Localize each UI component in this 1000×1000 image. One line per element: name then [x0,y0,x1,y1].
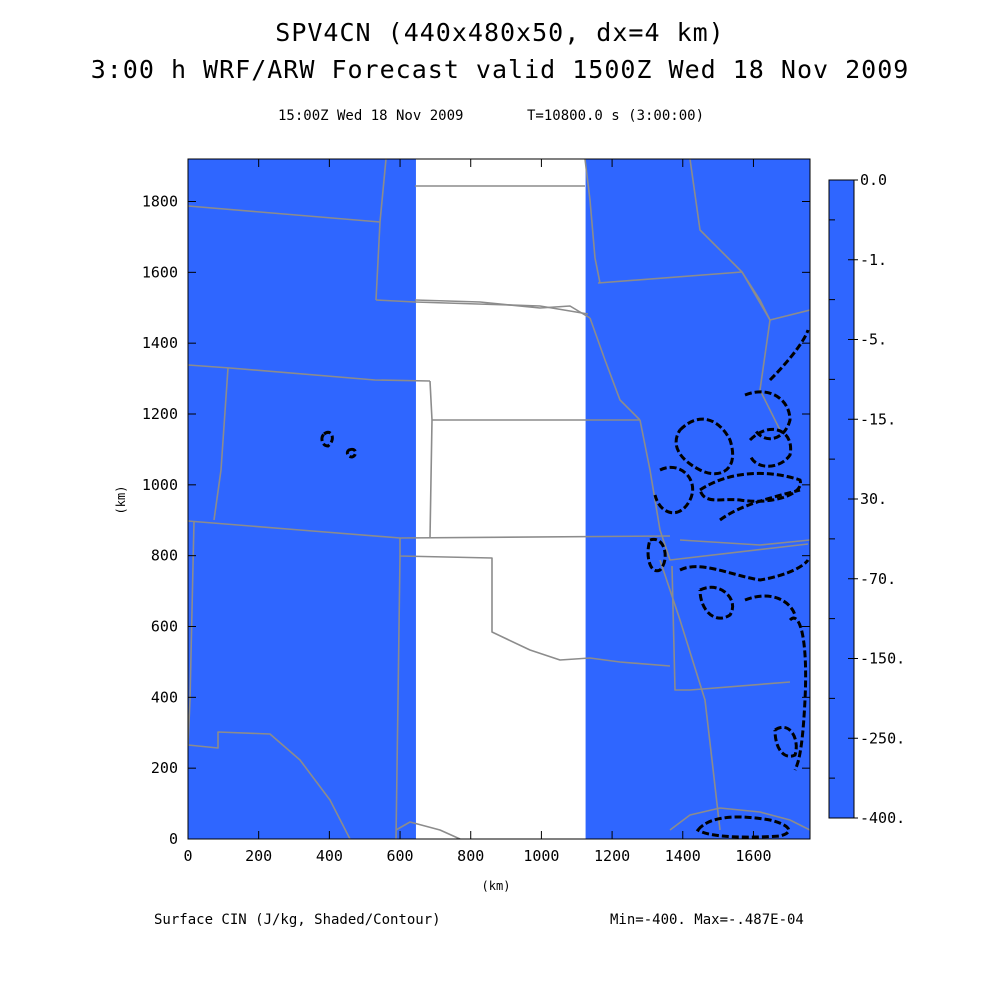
shaded-region-0 [188,159,416,839]
contour-missouri-1 [653,465,695,514]
contour-colorado-2 [345,447,358,459]
mississippi-river [659,559,721,831]
colorbar-label: -150. [860,650,905,668]
y-tick-label: 800 [151,547,178,565]
valid-time-label: 15:00Z Wed 18 Nov 2009 [278,108,464,124]
missouri-borders [639,419,809,561]
kentucky-border [679,539,810,546]
y-tick-label: 1200 [142,405,178,423]
wi-border [689,159,743,273]
texas-south [395,821,461,839]
louisiana-coast [669,807,810,831]
contour-arkansas-3 [744,594,797,616]
y-tick-label: 400 [151,688,178,706]
cin-shading [188,159,810,839]
cin-contours [320,329,810,839]
x-tick-label: 1000 [523,847,559,865]
axes: 0 200 400 600 800 1000 1200 1400 1600 0 200 400 600 8… [142,159,810,865]
oklahoma-panhandle [399,538,671,667]
colorbar-label: -70. [860,570,896,588]
texas-west-border [395,555,401,839]
y-tick-label: 1800 [142,193,178,211]
contour-missouri-2 [698,472,802,503]
y-axis-label: (km) [114,486,128,515]
nm-north-border [188,520,671,539]
contour-iowa-2 [744,390,792,441]
y-tick-label: 1400 [142,334,178,352]
x-axis-label: (km) [482,879,511,893]
x-tick-label: 400 [316,847,343,865]
colorado-west-border [213,367,229,521]
contour-tennessee-1 [788,616,808,771]
elapsed-time-label: T=10800.0 s (3:00:00) [527,108,705,124]
y-tick-label: 200 [151,759,178,777]
colorbar-label: -5. [860,331,887,349]
missouri-river [589,317,641,421]
y-tick-label: 600 [151,618,178,636]
x-tick-label: 600 [386,847,413,865]
y-tick-label: 1000 [142,476,178,494]
wyoming-south-border [188,205,381,223]
field-label: Surface CIN (J/kg, Shaded/Contour) [154,912,441,928]
contour-gulf-1 [695,815,791,839]
nm-south-border [188,731,351,839]
y-tick-label: 0 [169,830,178,848]
x-tick-label: 1200 [594,847,630,865]
minnesota-south [594,257,601,284]
colorado-north-border [188,364,431,382]
contour-illinois-1 [674,417,735,476]
contour-arkansas-1 [679,559,810,582]
forecast-valid-title: 3:00 h WRF/ARW Forecast valid 1500Z Wed … [90,55,910,84]
min-max-label: Min=-400. Max=-.487E-04 [610,912,804,928]
colorbar-label: -15. [860,410,896,428]
sd-south-river [414,299,591,319]
colorbar-label: 0.0 [860,171,887,189]
contour-ms-1 [773,726,798,758]
x-tick-label: 200 [245,847,272,865]
x-tick-label: 0 [183,847,192,865]
x-tick-label: 1600 [735,847,771,865]
wyoming-east-border [375,159,387,301]
colorbar-label: -1. [860,251,887,269]
illinois-river [741,271,781,431]
map-title: SPV4CN (440x480x50, dx=4 km) [275,18,725,47]
contour-arkansas-2 [698,585,735,620]
state-boundaries [188,159,810,839]
contour-missouri-3 [719,488,801,522]
x-tick-label: 800 [457,847,484,865]
contour-illinois-2 [748,427,793,468]
colorbar-label: 30. [860,490,887,508]
arkansas-south [671,565,791,691]
colorbar-label: -400. [860,809,905,827]
colorbar: 0.0 -1. -5. -15. 30. -70. -150. -250. -400. [828,171,905,827]
mn-west [584,159,596,259]
plot-frame [187,158,811,840]
x-tick-label: 1400 [665,847,701,865]
contour-iowa-1 [768,329,810,382]
nm-west-border [188,520,195,746]
y-tick-label: 1600 [142,263,178,281]
nebraska-south-border [375,299,589,315]
iowa-borders [597,271,810,321]
colorbar-label: -250. [860,729,905,747]
contour-colorado-1 [320,431,334,448]
contour-kentucky-1 [646,537,667,573]
